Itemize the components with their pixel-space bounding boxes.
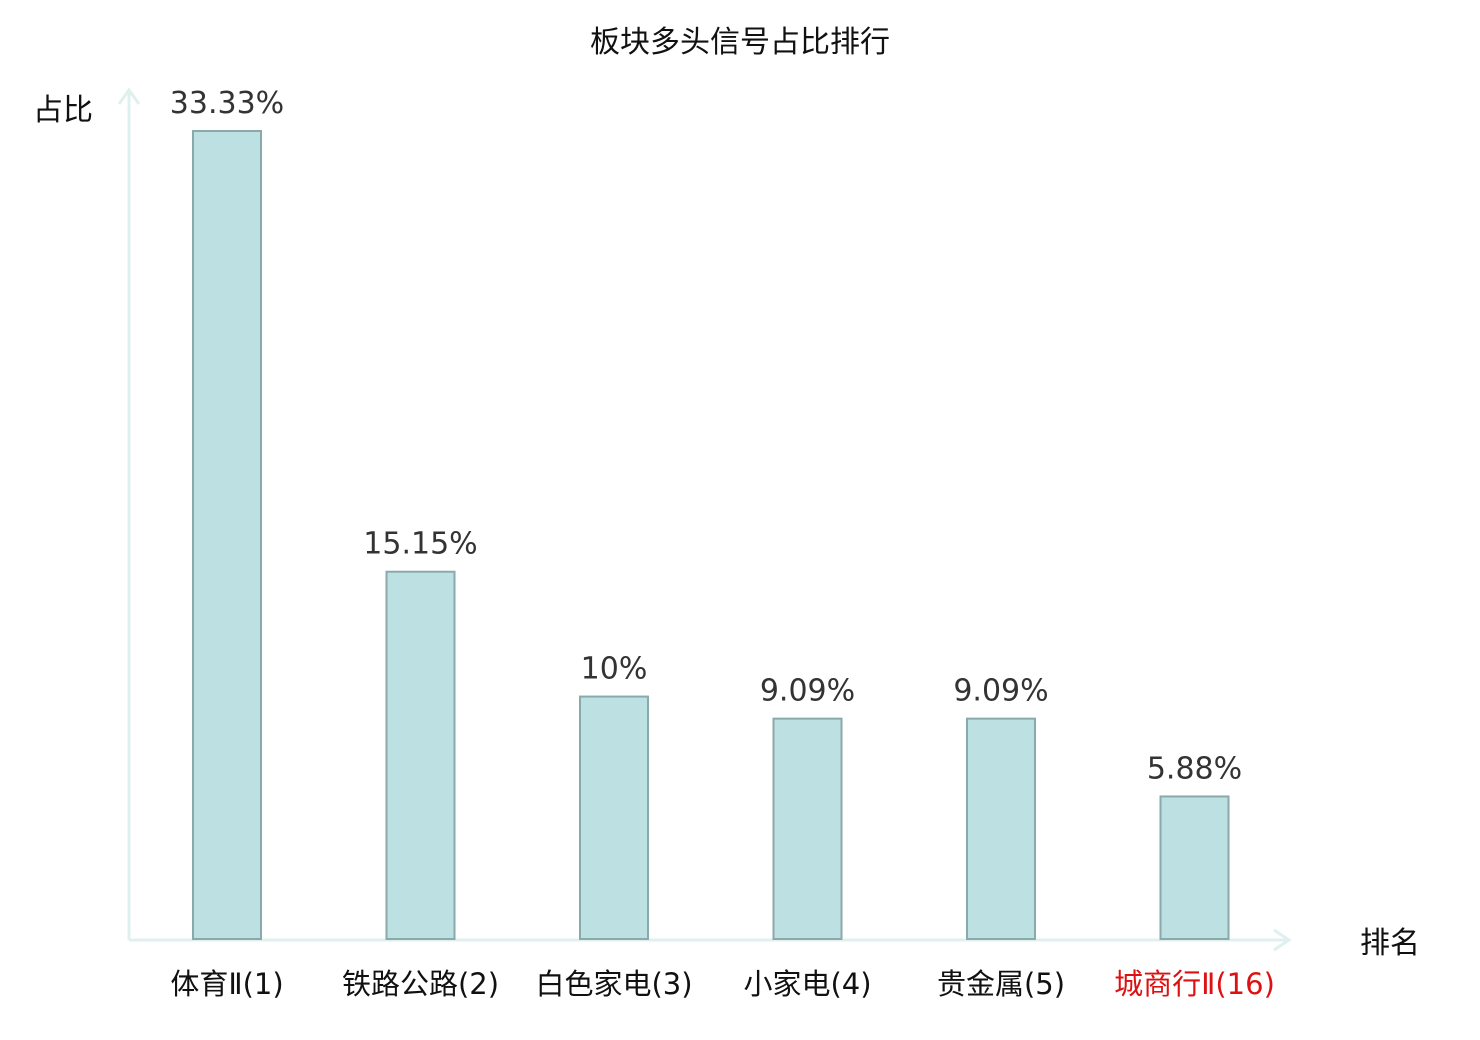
value-labels-group: 33.33% 15.15% 10% 9.09% 9.09% 5.88%	[170, 86, 1242, 786]
bar-4	[772, 717, 843, 940]
x-axis-label: 排名	[1360, 926, 1420, 961]
bar-2	[385, 570, 456, 941]
category-label-4: 小家电(4)	[743, 967, 871, 1001]
chart-title: 板块多头信号占比排行	[590, 25, 890, 60]
bars-group	[192, 130, 1230, 941]
category-label-6: 城商行Ⅱ(16)	[1114, 967, 1275, 1001]
value-label-3: 10%	[581, 652, 648, 687]
category-label-1: 体育Ⅱ(1)	[170, 967, 283, 1001]
value-label-5: 9.09%	[953, 674, 1048, 709]
x-axis-arrow	[1273, 928, 1292, 952]
y-axis-arrow	[117, 87, 141, 105]
bar-3	[579, 695, 649, 940]
bar-1	[192, 130, 262, 940]
value-label-4: 9.09%	[760, 674, 855, 709]
value-label-6: 5.88%	[1147, 751, 1242, 786]
category-labels-group: 体育Ⅱ(1) 铁路公路(2) 白色家电(3) 小家电(4) 贵金属(5) 城商行Ⅱ(16)	[170, 967, 1275, 1001]
category-label-2: 铁路公路(2)	[342, 967, 499, 1001]
category-label-3: 白色家电(3)	[535, 967, 692, 1001]
value-label-1: 33.33%	[170, 86, 284, 121]
bar-6	[1159, 795, 1230, 940]
category-label-5: 贵金属(5)	[937, 967, 1065, 1001]
y-axis-label: 占比	[33, 93, 93, 128]
bar-5	[966, 717, 1036, 940]
value-label-2: 15.15%	[363, 527, 477, 562]
